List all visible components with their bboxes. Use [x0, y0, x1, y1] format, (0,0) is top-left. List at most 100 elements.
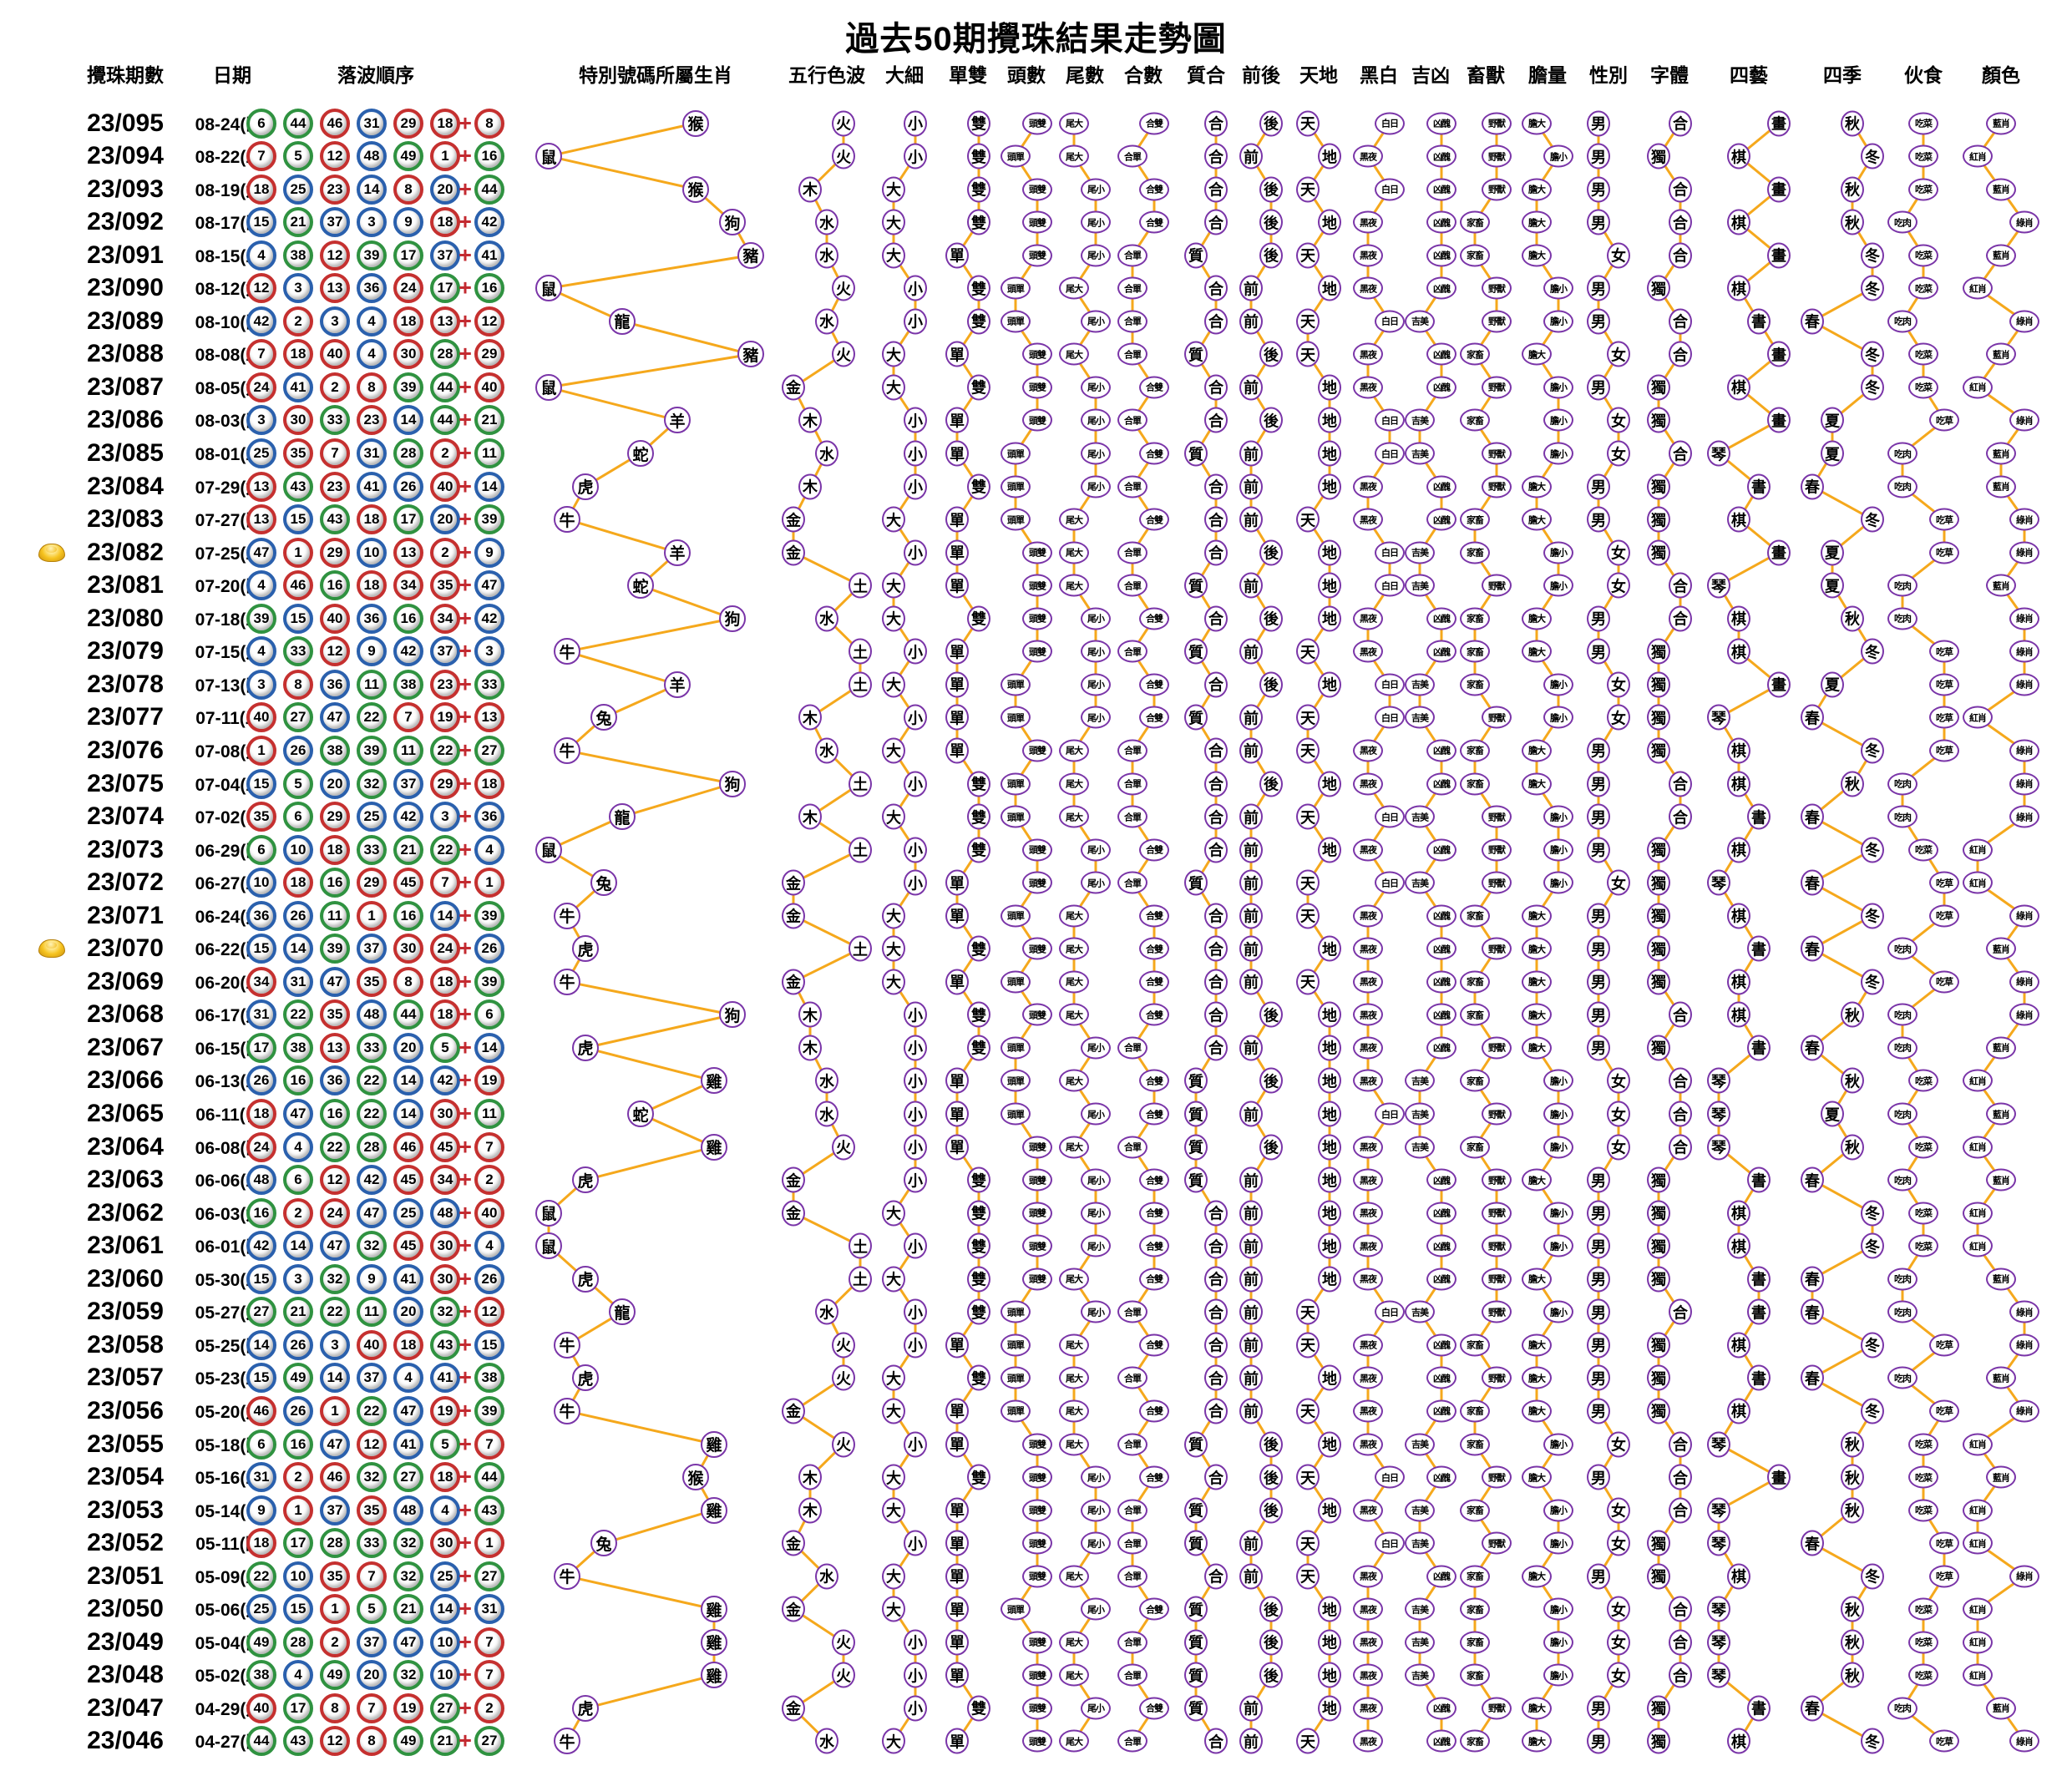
- chushou-cell: 野獸: [1482, 276, 1512, 300]
- ball-number: 20: [430, 174, 460, 205]
- yanse-cell: 紅肖: [1963, 1234, 1993, 1257]
- daxiao-cell: 小: [904, 539, 927, 566]
- tiandi-cell: 地: [1318, 275, 1341, 301]
- ziti-cell: 合: [1669, 440, 1692, 467]
- jixiong-cell: 凶醜: [1426, 1366, 1456, 1389]
- siji-cell: 秋: [1841, 1497, 1864, 1524]
- zhihe-cell: 質: [1184, 1431, 1208, 1457]
- wuxing-cell: 金: [782, 374, 805, 401]
- ball-number: 18: [320, 834, 350, 865]
- xingbie-cell: 男: [1587, 1001, 1610, 1028]
- siyi-cell: 書: [1747, 1298, 1771, 1325]
- siji-cell: 秋: [1841, 110, 1864, 136]
- wei-cell: 尾大: [1059, 1069, 1089, 1092]
- zhihe-cell: 合: [1204, 1563, 1228, 1590]
- heibai-cell: 黑夜: [1353, 1267, 1383, 1291]
- siji-cell: 冬: [1861, 1398, 1884, 1424]
- wei-cell: 尾小: [1081, 1036, 1111, 1060]
- huoshi-cell: 吃菜: [1908, 342, 1938, 366]
- huoshi-cell: 吃菜: [1908, 1234, 1938, 1257]
- jixiong-cell: 凶醜: [1426, 112, 1456, 134]
- ball-number: 13: [246, 471, 276, 502]
- siyi-cell: 棋: [1727, 737, 1750, 764]
- yanse-cell: 藍肖: [1986, 112, 2016, 134]
- jixiong-cell: 凶醜: [1426, 1003, 1456, 1026]
- tou-cell: 頭雙: [1022, 1499, 1052, 1522]
- column-header-yanse: 顏色: [1982, 64, 2020, 86]
- wei-cell: 尾大: [1059, 508, 1089, 531]
- huoshi-cell: 吃草: [1929, 673, 1959, 696]
- heibai-cell: 黑夜: [1353, 970, 1383, 994]
- zhihe-cell: 質: [1184, 1596, 1208, 1622]
- siyi-cell: 棋: [1727, 638, 1750, 665]
- heshu-cell: 合雙: [1139, 508, 1169, 531]
- siji-cell: 冬: [1861, 1332, 1884, 1359]
- chushou-cell: 野獸: [1482, 112, 1512, 134]
- danliang-cell: 膽大: [1522, 1399, 1552, 1423]
- zodiac-cell: 鼠: [535, 836, 562, 863]
- daxiao-cell: 大: [882, 969, 905, 995]
- heibai-cell: 白日: [1375, 408, 1405, 432]
- xingbie-cell: 女: [1607, 1629, 1630, 1656]
- special-ball-number: 29: [474, 339, 504, 370]
- siji-cell: 春: [1801, 473, 1824, 500]
- chushou-cell: 家畜: [1460, 1565, 1490, 1588]
- xingbie-cell: 男: [1587, 969, 1610, 995]
- tiandi-cell: 天: [1296, 1563, 1320, 1590]
- xingbie-cell: 男: [1587, 1232, 1610, 1259]
- wei-cell: 尾大: [1059, 112, 1089, 134]
- zhihe-cell: 合: [1204, 1364, 1228, 1391]
- plus-icon: +: [458, 704, 472, 730]
- tou-cell: 頭雙: [1022, 640, 1052, 663]
- wuxing-cell: 火: [832, 1332, 855, 1359]
- period-label: 23/095: [87, 109, 164, 137]
- ball-number: 44: [283, 108, 313, 139]
- period-label: 23/081: [87, 571, 164, 600]
- tiandi-cell: 天: [1296, 969, 1320, 995]
- danliang-cell: 膽小: [1543, 805, 1573, 828]
- danliang-cell: 膽小: [1543, 408, 1573, 432]
- zhihe-cell: 合: [1204, 837, 1228, 863]
- zhihe-cell: 質: [1184, 638, 1208, 665]
- qianhou-cell: 後: [1259, 1464, 1283, 1490]
- huoshi-cell: 吃草: [1929, 904, 1959, 928]
- wuxing-cell: 火: [832, 110, 855, 136]
- ball-number: 22: [430, 834, 460, 865]
- daxiao-cell: 大: [882, 209, 905, 235]
- heshu-cell: 合雙: [1139, 1465, 1169, 1489]
- danshuang-cell: 單: [945, 242, 969, 269]
- wei-cell: 尾小: [1081, 838, 1111, 862]
- daxiao-cell: 大: [882, 1728, 905, 1754]
- heshu-cell: 合單: [1117, 1136, 1147, 1159]
- column-header-wei: 尾數: [1066, 64, 1104, 86]
- heibai-cell: 白日: [1375, 673, 1405, 696]
- ball-number: 42: [393, 636, 423, 667]
- wuxing-cell: 土: [849, 935, 872, 962]
- period-label: 23/088: [87, 340, 164, 368]
- tou-cell: 頭雙: [1022, 871, 1052, 894]
- zodiac-cell: 猴: [682, 1464, 709, 1491]
- zhihe-cell: 質: [1184, 1166, 1208, 1193]
- siyi-cell: 畫: [1767, 110, 1791, 136]
- danliang-cell: 膽小: [1543, 838, 1573, 862]
- heibai-cell: 黑夜: [1353, 1433, 1383, 1455]
- ball-number: 41: [357, 471, 387, 502]
- chushou-cell: 野獸: [1482, 1531, 1512, 1555]
- danshuang-cell: 雙: [967, 771, 990, 797]
- plus-icon: +: [458, 473, 472, 499]
- wuxing-cell: 火: [832, 1662, 855, 1688]
- tiandi-cell: 天: [1296, 1464, 1320, 1490]
- ziti-cell: 合: [1669, 605, 1692, 632]
- siji-cell: 春: [1801, 308, 1824, 335]
- qianhou-cell: 後: [1259, 539, 1283, 566]
- ball-number: 4: [357, 306, 387, 336]
- ball-number: 17: [430, 273, 460, 304]
- tou-cell: 頭雙: [1022, 1168, 1052, 1192]
- ziti-cell: 獨: [1647, 903, 1670, 929]
- danshuang-cell: 雙: [967, 1200, 990, 1227]
- chushou-cell: 野獸: [1482, 1300, 1512, 1323]
- wei-cell: 尾小: [1081, 310, 1111, 333]
- period-label: 23/077: [87, 703, 164, 731]
- siji-cell: 春: [1801, 1298, 1824, 1325]
- wei-cell: 尾小: [1081, 1300, 1111, 1323]
